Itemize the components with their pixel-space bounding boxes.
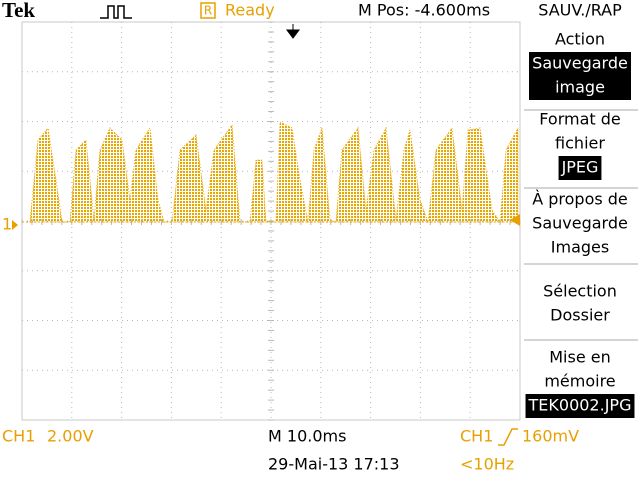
menu-value-highlight: [558, 156, 602, 180]
waveform: [29, 121, 519, 224]
menu-value: Sauvegarde: [532, 54, 628, 73]
trigger-slope-icon: [498, 428, 518, 446]
timebase: M 10.0ms: [268, 427, 346, 446]
trigger-level: 160mV: [522, 427, 579, 446]
trigger-position-marker: [286, 24, 300, 39]
menu-label: À propos de: [532, 190, 628, 209]
channel: CH1: [2, 427, 35, 446]
menu-label: Dossier: [550, 306, 610, 325]
channel-marker: 1: [2, 215, 12, 234]
side-menu: Action Sauvegarde image Format de fichier JPE…: [524, 30, 638, 418]
position: M Pos: -4.600ms: [358, 1, 490, 20]
menu-label: Mise en: [549, 348, 611, 367]
menu-value: image: [555, 78, 605, 97]
acquisition-icon: [100, 5, 132, 19]
status: Ready: [225, 1, 275, 20]
menu-title: SAUV./RAP: [538, 1, 622, 20]
menu-label: mémoire: [544, 372, 615, 391]
brand: Tek: [2, 0, 35, 22]
trigger-level-marker: [510, 214, 520, 226]
menu-value: TEK0002.JPG: [528, 396, 632, 415]
frequency: <10Hz: [460, 455, 514, 474]
status-icon-box: [200, 2, 216, 19]
trigger-source: CH1: [460, 427, 493, 446]
datetime: 29-Mai-13 17:13: [268, 455, 400, 474]
menu-value: JPEG: [561, 158, 599, 177]
menu-value-highlight: [529, 52, 631, 76]
menu-label: Format de: [539, 110, 620, 129]
channel-scale: 2.00V: [47, 427, 94, 446]
menu-label: Sélection: [543, 282, 617, 301]
status-icon: R: [204, 4, 212, 18]
menu-label: Action: [555, 30, 605, 49]
menu-value-highlight: [525, 394, 635, 418]
menu-label: Sauvegarde: [532, 214, 628, 233]
channel-marker-arrow: [12, 220, 18, 230]
menu-value-highlight: [529, 76, 631, 100]
menu-label: fichier: [555, 134, 605, 153]
menu-label: Images: [551, 238, 609, 257]
